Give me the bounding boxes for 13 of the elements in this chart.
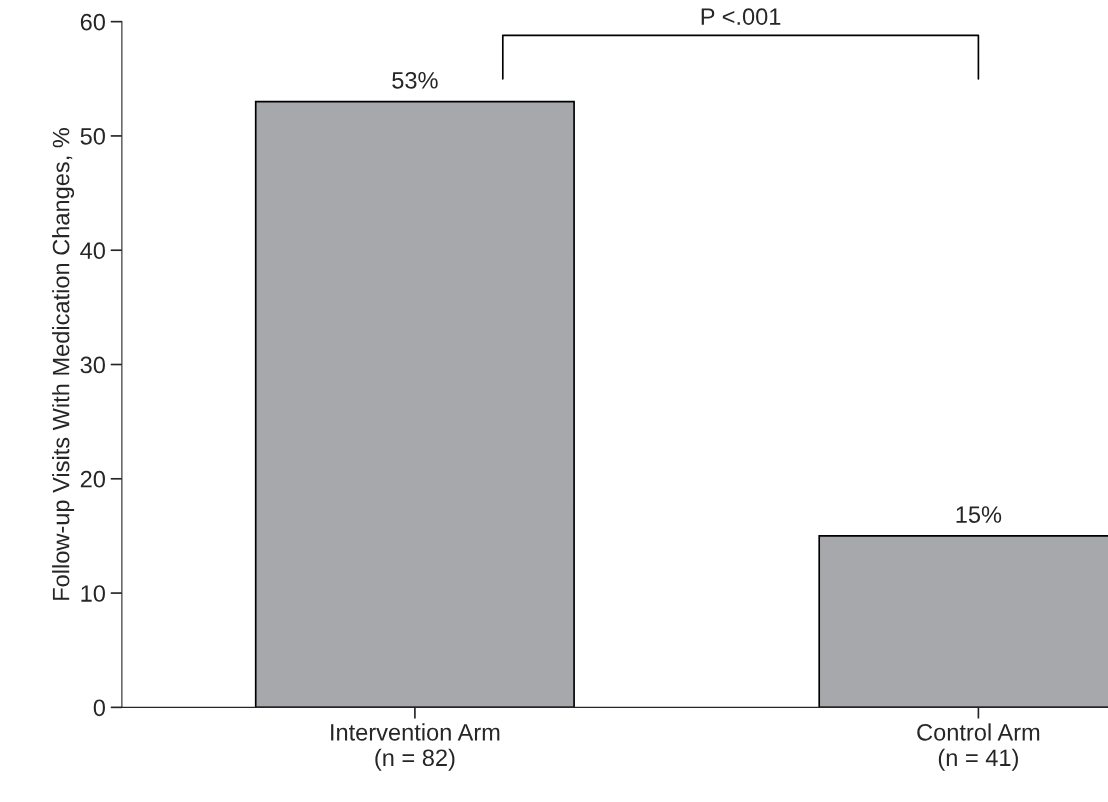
annotation: P <.001: [701, 8, 781, 25]
y-tick-label: 20: [80, 470, 105, 488]
y-tick-label: 60: [80, 13, 105, 31]
x-tick-label: Control Arm (n = 41): [917, 723, 1040, 771]
y-tick-label: 40: [80, 242, 105, 260]
y-tick-label: 30: [80, 356, 105, 374]
y-tick-label: 50: [80, 128, 105, 145]
y-tick-label: 10: [81, 585, 105, 602]
y-axis-title: Follow-up Visits With Medication Changes, %: [52, 128, 75, 600]
data-label: 53%: [392, 71, 438, 89]
y-tick-label: 0: [93, 699, 105, 717]
data-label: 15%: [956, 506, 1002, 523]
x-tick-label: Intervention Arm (n = 82): [331, 723, 500, 771]
